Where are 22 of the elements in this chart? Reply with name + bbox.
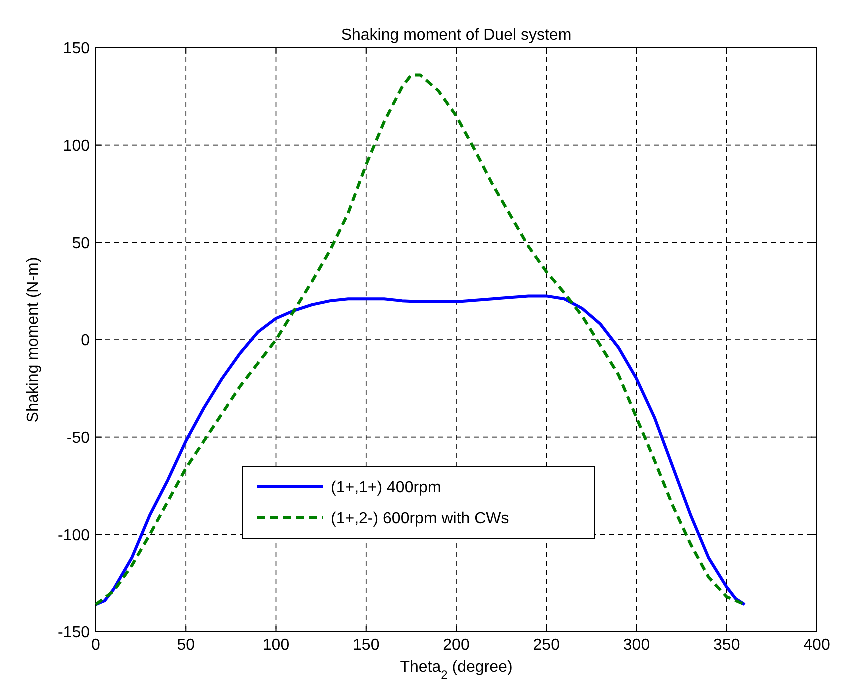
y-tick-label: 100	[63, 138, 90, 155]
x-tick-label: 350	[714, 637, 740, 654]
x-tick-label: 250	[533, 637, 560, 654]
x-tick-label: 300	[623, 637, 650, 654]
line-series	[94, 294, 746, 606]
legend-label: (1+,2-) 600rpm with CWs	[331, 510, 510, 528]
y-tick-label: -100	[58, 527, 90, 544]
y-axis-title: Shaking moment (N-m)	[25, 257, 42, 423]
y-tick-label: 150	[63, 40, 90, 58]
x-tick-label: 400	[804, 637, 830, 654]
x-tick-label: 200	[443, 637, 470, 654]
chart-title: Shaking moment of Duel system	[341, 27, 572, 44]
x-tick-label: 100	[262, 637, 290, 654]
legend-label: (1+,1+) 400rpm	[331, 480, 442, 497]
y-tick-label: -50	[66, 430, 90, 447]
y-tick-label: 50	[72, 235, 90, 252]
y-tick-label: -150	[58, 624, 90, 642]
x-axis-title: Theta$_{2}$ (degree)	[400, 659, 513, 682]
x-tick-label: 150	[353, 637, 380, 654]
x-tick-label: 50	[177, 637, 196, 654]
y-tick-label: 0	[81, 332, 90, 350]
x-tick-label: 0	[92, 637, 101, 654]
